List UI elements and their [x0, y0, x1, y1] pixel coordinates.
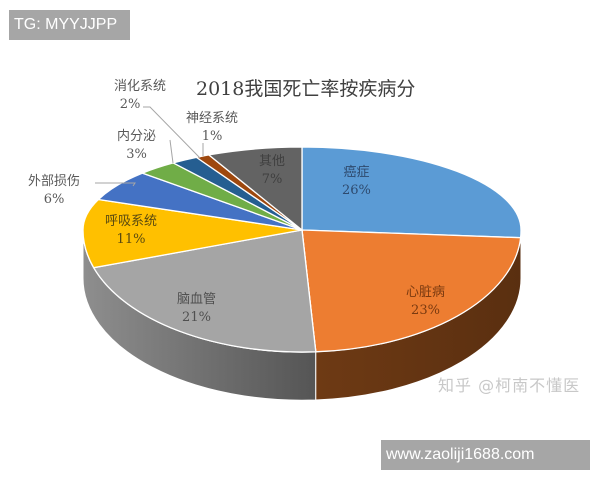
- watermark-zhihu: 知乎 @柯南不懂医: [438, 376, 581, 395]
- chart-title: 2018我国死亡率按疾病分: [196, 78, 416, 100]
- label-external-name: 外部损伤: [28, 174, 81, 189]
- label-digestive-name: 消化系统: [114, 79, 167, 94]
- label-other-pct: 7%: [261, 172, 283, 187]
- slice-other[interactable]: [208, 146, 303, 231]
- label-nervous: 神经系统 1%: [186, 110, 238, 146]
- label-endocrine-pct: 3%: [126, 147, 147, 162]
- slice-heart[interactable]: [301, 229, 522, 353]
- label-cancer-name: 癌症: [343, 165, 370, 180]
- label-cerebro-name: 脑血管: [177, 292, 217, 307]
- watermark-url: www.zaoliji1688.com: [381, 440, 590, 470]
- slice-cerebrovascular-fill: [93, 229, 317, 353]
- label-cerebrovascular: 脑血管 21%: [177, 291, 216, 327]
- label-external-injury: 外部损伤 6%: [28, 173, 80, 209]
- leader-line-endocrine: [169, 139, 174, 164]
- label-digestive: 消化系统 2%: [114, 78, 166, 114]
- label-cancer-pct: 26%: [342, 183, 371, 198]
- leader-line-digestive: [143, 106, 201, 159]
- label-nervous-pct: 1%: [201, 129, 223, 144]
- label-heart-name: 心脏病: [406, 285, 446, 300]
- label-heart-pct: 23%: [411, 303, 440, 318]
- leader-line-external: [95, 182, 136, 187]
- slice-cancer[interactable]: [301, 146, 522, 239]
- label-cerebro-pct: 21%: [182, 310, 211, 325]
- label-respiratory: 呼吸系统 11%: [105, 213, 157, 249]
- label-heart: 心脏病 23%: [406, 284, 445, 320]
- label-cancer: 癌症 26%: [342, 164, 371, 200]
- label-nervous-name: 神经系统: [186, 111, 239, 126]
- slice-respiratory[interactable]: [82, 198, 303, 269]
- label-respiratory-name: 呼吸系统: [105, 214, 158, 229]
- watermark-tg: TG: MYYJJPP: [9, 10, 130, 40]
- label-external-pct: 6%: [43, 192, 65, 207]
- label-endocrine-name: 内分泌: [117, 129, 157, 144]
- label-digestive-pct: 2%: [119, 97, 141, 112]
- label-endocrine: 内分泌 3%: [117, 128, 156, 164]
- label-respiratory-pct: 11%: [116, 232, 146, 247]
- label-other: 其他 7%: [259, 153, 285, 189]
- label-other-name: 其他: [259, 154, 286, 169]
